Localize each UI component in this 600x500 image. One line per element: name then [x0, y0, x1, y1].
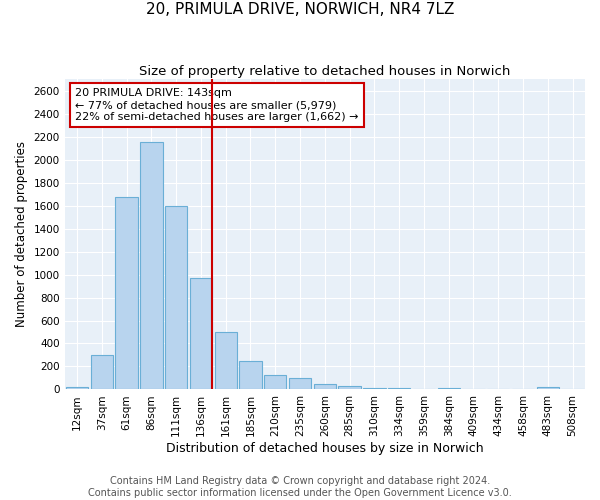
Bar	[314, 384, 336, 390]
Title: Size of property relative to detached houses in Norwich: Size of property relative to detached ho…	[139, 65, 511, 78]
X-axis label: Distribution of detached houses by size in Norwich: Distribution of detached houses by size …	[166, 442, 484, 455]
Bar	[91, 355, 113, 390]
Bar	[363, 388, 386, 390]
Bar	[215, 332, 237, 390]
Bar	[512, 389, 534, 390]
Bar	[264, 375, 286, 390]
Text: 20 PRIMULA DRIVE: 143sqm
← 77% of detached houses are smaller (5,979)
22% of sem: 20 PRIMULA DRIVE: 143sqm ← 77% of detach…	[75, 88, 359, 122]
Bar	[140, 142, 163, 390]
Bar	[115, 197, 138, 390]
Bar	[66, 386, 88, 390]
Bar	[388, 388, 410, 390]
Bar	[562, 389, 584, 390]
Bar	[536, 386, 559, 390]
Bar	[463, 389, 485, 390]
Bar	[239, 360, 262, 390]
Bar	[487, 389, 509, 390]
Text: 20, PRIMULA DRIVE, NORWICH, NR4 7LZ: 20, PRIMULA DRIVE, NORWICH, NR4 7LZ	[146, 2, 454, 18]
Bar	[190, 278, 212, 390]
Bar	[437, 388, 460, 390]
Y-axis label: Number of detached properties: Number of detached properties	[15, 142, 28, 328]
Bar	[289, 378, 311, 390]
Bar	[413, 389, 435, 390]
Bar	[165, 206, 187, 390]
Text: Contains HM Land Registry data © Crown copyright and database right 2024.
Contai: Contains HM Land Registry data © Crown c…	[88, 476, 512, 498]
Bar	[338, 386, 361, 390]
